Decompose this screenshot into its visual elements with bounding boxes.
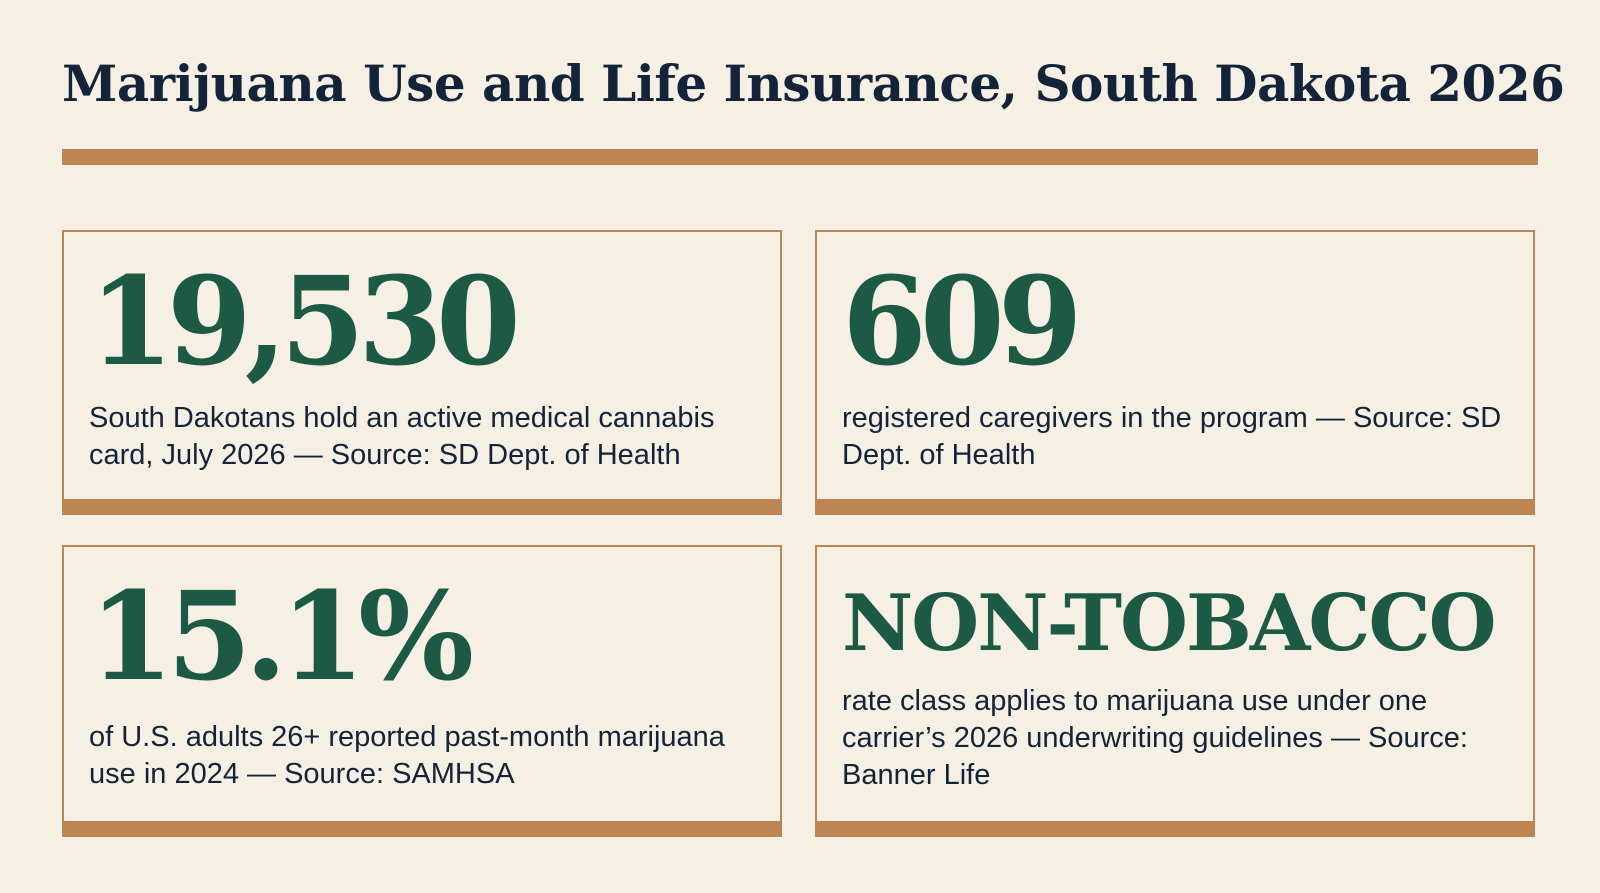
stat-value: 15.1% (89, 564, 474, 708)
stat-description: of U.S. adults 26+ reported past-month m… (89, 721, 725, 790)
stat-card-medical-cards: 19,530 South Dakotans hold an active med… (62, 230, 782, 515)
stat-value: NON-TOBACCO (842, 578, 1497, 669)
stat-description: rate class applies to marijuana use unde… (842, 685, 1468, 791)
stat-description: South Dakotans hold an active medical ca… (89, 402, 715, 471)
stat-card-adult-use: 15.1% of U.S. adults 26+ reported past-m… (62, 545, 782, 837)
stat-value: 609 (842, 249, 1083, 393)
stat-value: 19,530 (89, 249, 521, 393)
title-divider (62, 149, 1538, 165)
page-title: Marijuana Use and Life Insurance, South … (62, 54, 1565, 113)
stat-card-caregivers: 609 registered caregivers in the program… (815, 230, 1535, 515)
stat-card-rate-class: NON-TOBACCO rate class applies to mariju… (815, 545, 1535, 837)
stat-description: registered caregivers in the program — S… (842, 402, 1502, 471)
